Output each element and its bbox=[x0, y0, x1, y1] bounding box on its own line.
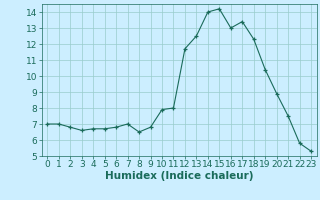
X-axis label: Humidex (Indice chaleur): Humidex (Indice chaleur) bbox=[105, 171, 253, 181]
